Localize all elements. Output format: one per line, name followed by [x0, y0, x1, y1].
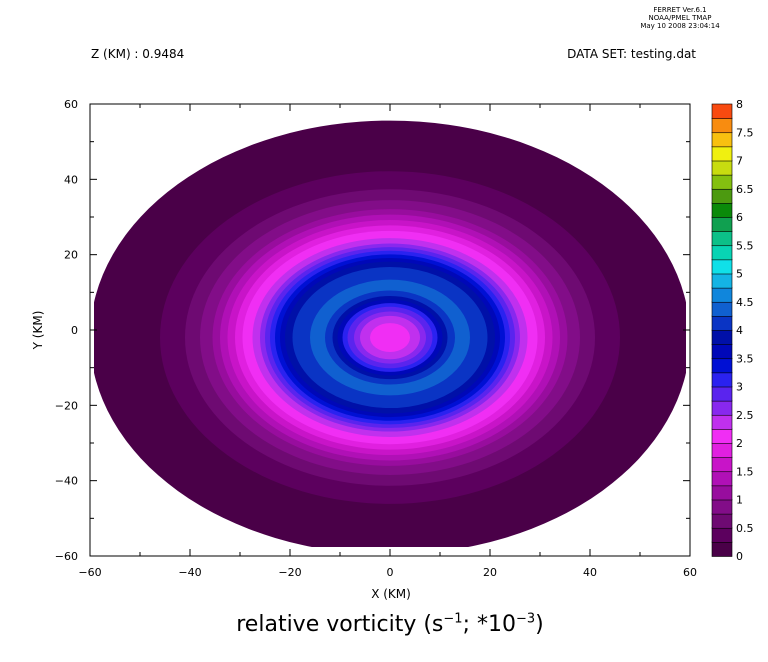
colorbar-swatch-20 — [711, 259, 733, 275]
y-tick-label-0: −60 — [55, 550, 78, 563]
colorbar-swatch-13 — [711, 357, 733, 374]
colorbar-swatch-0 — [711, 541, 733, 557]
x-tick-label-3: 0 — [387, 566, 394, 579]
colorbar-swatch-17 — [711, 301, 733, 317]
colorbar-swatch-30 — [711, 117, 733, 134]
x-tick-label-5: 40 — [583, 566, 597, 579]
colorbar-swatch-19 — [711, 273, 733, 289]
title-exponent-2: −3 — [515, 611, 536, 627]
x-tick-label-4: 20 — [483, 566, 497, 579]
y-tick-label-5: 40 — [64, 173, 78, 186]
dataset-label: DATA SET: testing.dat — [567, 47, 696, 61]
contour-band-25 — [370, 323, 410, 352]
colorbar-label-8: 4 — [736, 324, 743, 337]
colorbar-label-6: 3 — [736, 381, 743, 394]
colorbar-label-1: 0.5 — [736, 522, 754, 535]
colorbar-swatch-10 — [711, 400, 733, 416]
colorbar: 0 0.5 1 1.5 2 2.5 3 3.5 4 4.5 5 5.5 6 6.5 7 7.5 8 — [711, 98, 754, 563]
colorbar-swatch-27 — [711, 160, 733, 176]
colorbar-swatch-28 — [711, 146, 733, 162]
y-tick-label-3: 0 — [71, 324, 78, 337]
plot-title: relative vorticity (s−1; *10−3) — [0, 612, 768, 637]
y-tick-label-1: −40 — [55, 475, 78, 488]
colorbar-swatch-3 — [711, 499, 733, 515]
colorbar-label-11: 5.5 — [736, 239, 754, 252]
x-tick-label-6: 60 — [683, 566, 697, 579]
stamp-lab: NOAA/PMEL TMAP — [648, 14, 712, 22]
colorbar-label-3: 1.5 — [736, 465, 754, 478]
x-tick-label-1: −40 — [178, 566, 201, 579]
x-axis-label: X (KM) — [371, 587, 411, 601]
colorbar-swatch-25 — [711, 188, 733, 204]
colorbar-swatch-14 — [711, 343, 733, 360]
colorbar-label-5: 2.5 — [736, 409, 754, 422]
title-exponent-1: −1 — [443, 611, 463, 627]
colorbar-swatch-7 — [711, 442, 733, 458]
colorbar-swatch-21 — [711, 244, 733, 261]
title-text-start: relative vorticity (s — [236, 612, 444, 637]
y-tick-label-4: 20 — [64, 249, 78, 262]
title-text-end: ) — [535, 612, 544, 637]
colorbar-label-2: 1 — [736, 494, 743, 507]
ferret-stamp: FERRET Ver.6.1 NOAA/PMEL TMAP May 10 200… — [600, 6, 760, 30]
contour-field — [94, 120, 686, 547]
colorbar-swatch-4 — [711, 485, 733, 501]
title-text-mid: ; *10 — [462, 612, 516, 637]
y-tick-label-2: −20 — [55, 399, 78, 412]
colorbar-swatch-31 — [711, 103, 733, 119]
y-axis-label: Y (KM) — [31, 311, 45, 351]
colorbar-label-10: 5 — [736, 268, 743, 281]
colorbar-label-16: 8 — [736, 98, 743, 111]
colorbar-swatch-16 — [711, 315, 733, 331]
x-tick-label-2: −20 — [278, 566, 301, 579]
colorbar-swatch-9 — [711, 414, 733, 430]
colorbar-label-13: 6.5 — [736, 183, 754, 196]
colorbar-swatch-6 — [711, 456, 733, 473]
y-tick-label-6: 60 — [64, 98, 78, 111]
stamp-version: FERRET Ver.6.1 — [653, 6, 707, 14]
colorbar-label-9: 4.5 — [736, 296, 754, 309]
colorbar-swatch-23 — [711, 216, 733, 232]
colorbar-label-0: 0 — [736, 550, 743, 563]
z-level-label: Z (KM) : 0.9484 — [91, 47, 185, 61]
colorbar-swatch-18 — [711, 287, 733, 303]
colorbar-label-15: 7.5 — [736, 126, 754, 139]
x-tick-label-0: −60 — [78, 566, 101, 579]
colorbar-swatch-2 — [711, 513, 733, 529]
axes: −60 −40 −20 0 20 40 60 −60 −40 −20 0 20 40 60 — [55, 98, 697, 579]
colorbar-swatch-12 — [711, 372, 733, 388]
colorbar-label-14: 7 — [736, 155, 743, 168]
colorbar-label-4: 2 — [736, 437, 743, 450]
stamp-date: May 10 2008 23:04:14 — [640, 22, 720, 30]
colorbar-label-7: 3.5 — [736, 352, 754, 365]
colorbar-swatch-24 — [711, 202, 733, 218]
colorbar-swatch-15 — [711, 329, 733, 345]
colorbar-swatch-1 — [711, 527, 733, 543]
colorbar-swatch-5 — [711, 470, 733, 487]
colorbar-swatch-22 — [711, 230, 733, 247]
colorbar-swatch-29 — [711, 131, 733, 148]
colorbar-swatch-11 — [711, 386, 733, 402]
colorbar-swatch-8 — [711, 428, 733, 444]
colorbar-label-12: 6 — [736, 211, 743, 224]
colorbar-swatch-26 — [711, 174, 733, 190]
